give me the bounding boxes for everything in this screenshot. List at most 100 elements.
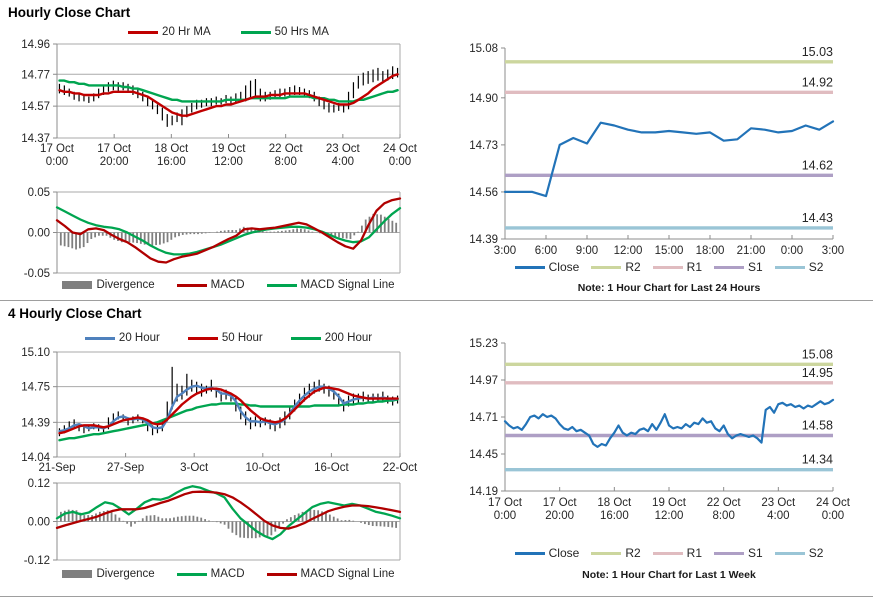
line-swatch-icon — [714, 265, 744, 269]
svg-text:23 Oct: 23 Oct — [326, 143, 361, 155]
legend-item-s2: S2 — [774, 546, 823, 560]
four-hourly-price-series-50-hour — [58, 386, 399, 435]
line-swatch-icon — [652, 265, 683, 269]
svg-text:12:00: 12:00 — [214, 156, 243, 168]
svg-text:15.03: 15.03 — [802, 45, 833, 59]
bar-swatch-icon — [62, 281, 93, 289]
svg-text:24 Oct: 24 Oct — [383, 143, 418, 155]
svg-text:14.90: 14.90 — [469, 93, 498, 105]
svg-text:20:00: 20:00 — [545, 510, 574, 522]
legend-item-divergence: Divergence — [62, 568, 155, 580]
svg-text:21-Sep: 21-Sep — [38, 462, 75, 474]
svg-text:12:00: 12:00 — [655, 510, 684, 522]
svg-text:17 Oct: 17 Oct — [488, 497, 523, 509]
svg-text:14.75: 14.75 — [21, 382, 50, 394]
svg-text:0:00: 0:00 — [389, 156, 411, 168]
legend-label: 50 Hrs MA — [274, 26, 329, 38]
svg-text:17 Oct: 17 Oct — [97, 143, 132, 155]
weekly-pivot-level-r1: 14.95 — [505, 366, 833, 385]
svg-text:0.12: 0.12 — [28, 478, 50, 490]
legend-label: Close — [548, 260, 580, 274]
legend-item-r1: R1 — [652, 260, 702, 274]
line-swatch-icon — [266, 572, 297, 576]
legend-item-divergence: Divergence — [62, 279, 155, 291]
legend-label: MACD — [210, 568, 245, 580]
hourly-price-legend: 20 Hr MA 50 Hrs MA — [57, 26, 400, 38]
svg-text:4:00: 4:00 — [767, 510, 789, 522]
four-hourly-price-legend: 20 Hour 50 Hour 200 Hour — [57, 332, 400, 344]
legend-item-macd: MACD — [176, 568, 245, 580]
svg-text:14.58: 14.58 — [802, 419, 833, 433]
svg-text:16-Oct: 16-Oct — [314, 462, 349, 474]
line-swatch-icon — [774, 265, 805, 269]
line-swatch-icon — [128, 30, 159, 34]
legend-label: S2 — [808, 260, 824, 274]
four-hourly-price-series-200-hour — [58, 398, 399, 442]
svg-text:8:00: 8:00 — [712, 510, 734, 522]
svg-text:16:00: 16:00 — [157, 156, 186, 168]
legend-label: Divergence — [96, 568, 155, 580]
line-swatch-icon — [514, 265, 545, 269]
legend-label: S1 — [748, 260, 763, 274]
legend-item-close: Close — [514, 546, 579, 560]
four-hourly-price-series-20-hour — [58, 384, 399, 433]
svg-text:15.08: 15.08 — [802, 347, 833, 361]
four-hourly-macd-series-macd-signal-line — [55, 490, 402, 530]
legend-item-50hrs-ma: 50 Hrs MA — [240, 26, 329, 38]
legend-label: MACD Signal Line — [300, 568, 395, 580]
svg-text:14.39: 14.39 — [469, 234, 498, 246]
svg-text:9:00: 9:00 — [576, 245, 598, 257]
line-swatch-icon — [591, 551, 622, 555]
legend-item-macd-signal: MACD Signal Line — [266, 279, 395, 291]
hourly-macd-chart: 0.05 0.00 -0.05 — [24, 187, 402, 280]
svg-text:8:00: 8:00 — [274, 156, 296, 168]
legend-item-200hour: 200 Hour — [290, 332, 372, 344]
legend-item-s2: S2 — [774, 260, 824, 274]
svg-text:18:00: 18:00 — [696, 245, 725, 257]
svg-text:16:00: 16:00 — [600, 510, 629, 522]
svg-text:3:00: 3:00 — [822, 245, 844, 257]
svg-text:14.77: 14.77 — [21, 69, 50, 81]
svg-text:14.04: 14.04 — [21, 452, 50, 464]
bottom-divider — [0, 596, 873, 597]
hourly-pivot-close-line — [503, 120, 835, 198]
line-swatch-icon — [176, 283, 207, 287]
svg-text:0.05: 0.05 — [28, 187, 50, 199]
hourly-pivot-level-s1: 14.62 — [505, 158, 833, 178]
line-swatch-icon — [187, 336, 218, 340]
weekly-pivot-level-r2: 15.08 — [505, 347, 833, 367]
four-hourly-macd-series-macd — [55, 485, 402, 541]
legend-item-50hour: 50 Hour — [187, 332, 263, 344]
hourly-section-title: Hourly Close Chart — [8, 5, 131, 20]
hourly-macd-series-macd — [55, 197, 402, 264]
svg-text:-0.12: -0.12 — [24, 555, 50, 567]
four-hourly-macd-chart: 0.12 0.00 -0.12 — [24, 478, 402, 567]
line-swatch-icon — [652, 551, 683, 555]
hourly-price-candles — [58, 66, 399, 127]
svg-text:4:00: 4:00 — [332, 156, 354, 168]
svg-text:14.96: 14.96 — [21, 39, 50, 51]
line-swatch-icon — [514, 551, 545, 555]
legend-label: R1 — [686, 546, 702, 560]
svg-text:15.10: 15.10 — [21, 347, 50, 359]
svg-text:3:00: 3:00 — [494, 245, 516, 257]
svg-text:15.08: 15.08 — [469, 43, 498, 55]
svg-text:20:00: 20:00 — [100, 156, 129, 168]
four-hourly-section-title: 4 Hourly Close Chart — [8, 306, 142, 321]
weekly-pivot-close-line — [503, 398, 835, 448]
legend-label: 50 Hour — [221, 332, 263, 344]
svg-text:0.00: 0.00 — [28, 517, 50, 529]
svg-text:14.34: 14.34 — [802, 453, 833, 467]
svg-text:14.73: 14.73 — [469, 140, 498, 152]
svg-text:14.43: 14.43 — [802, 211, 833, 225]
legend-item-20hr-ma: 20 Hr MA — [128, 26, 211, 38]
weekly-pivot-note: Note: 1 Hour Chart for Last 1 Week — [582, 569, 756, 581]
legend-item-20hour: 20 Hour — [84, 332, 160, 344]
legend-item-close: Close — [514, 260, 580, 274]
weekly-pivot-level-s2: 14.34 — [505, 453, 833, 472]
legend-item-r1: R1 — [652, 546, 702, 560]
svg-text:14.57: 14.57 — [21, 101, 50, 113]
line-swatch-icon — [290, 336, 321, 340]
